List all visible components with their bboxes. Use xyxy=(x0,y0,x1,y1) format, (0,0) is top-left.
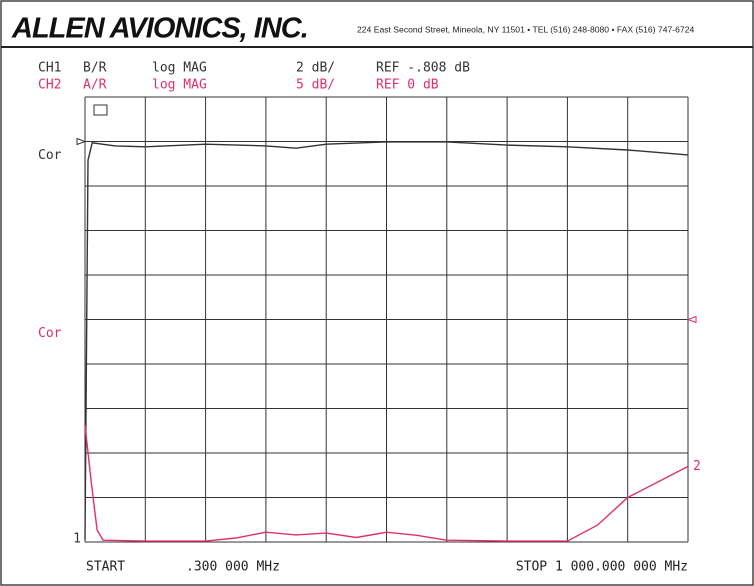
trace-label: Cor xyxy=(38,326,62,341)
start-frequency: .300 000 MHz xyxy=(186,560,280,575)
channel-reference: REF 0 dB xyxy=(376,78,439,93)
trace xyxy=(84,424,689,542)
start-label: START xyxy=(86,560,125,575)
trace xyxy=(84,141,689,540)
reference-marker xyxy=(686,315,697,324)
channel-format: log MAG xyxy=(152,78,207,93)
channel-name: CH1 xyxy=(38,61,61,76)
marker-label: 1 xyxy=(73,531,81,546)
trace-label: Cor xyxy=(38,148,62,163)
company-name: ALLEN AVIONICS, INC. xyxy=(11,13,308,45)
channel-scale: 5 dB/ xyxy=(296,78,335,93)
marker-label: 2 xyxy=(693,459,701,474)
reference-marker xyxy=(76,137,87,146)
channel-scale: 2 dB/ xyxy=(296,61,335,76)
channel-reference: REF -.808 dB xyxy=(376,61,470,76)
channel-measurement: A/R xyxy=(83,78,107,93)
stop-label: STOP 1 000.000 000 MHz xyxy=(516,560,688,575)
channel-measurement: B/R xyxy=(83,61,107,76)
channel-icon xyxy=(93,104,108,116)
channel-format: log MAG xyxy=(152,61,207,76)
channel-name: CH2 xyxy=(38,78,61,93)
company-address: 224 East Second Street, Mineola, NY 1150… xyxy=(357,24,694,34)
